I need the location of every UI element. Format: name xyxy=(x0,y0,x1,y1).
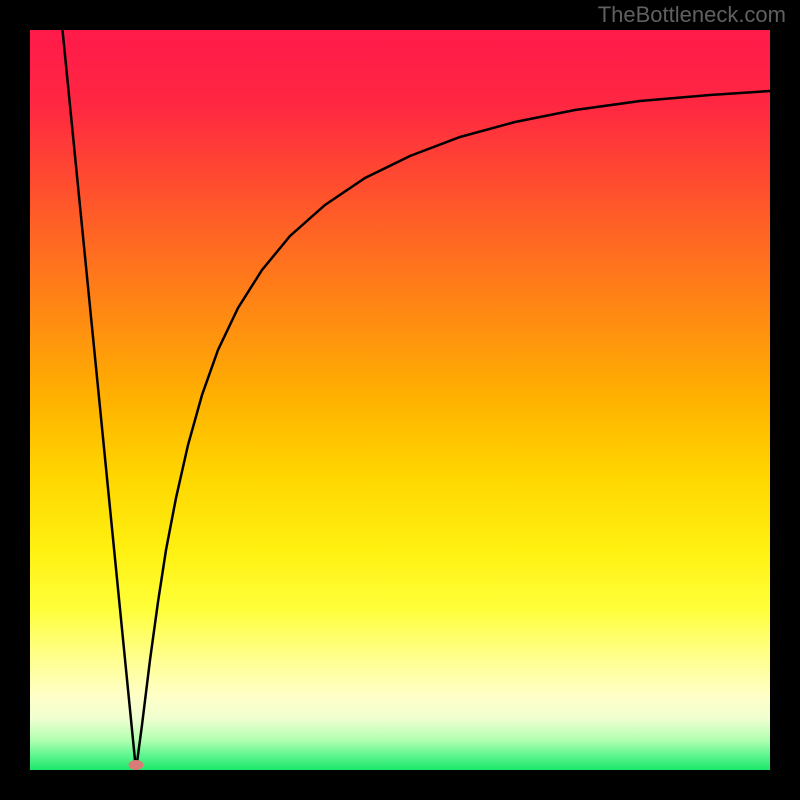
curve-overlay xyxy=(30,30,770,770)
plot-area xyxy=(30,30,770,770)
minimum-marker xyxy=(129,760,144,770)
left-branch-line xyxy=(62,30,136,770)
right-branch-curve xyxy=(136,91,770,770)
watermark-text: TheBottleneck.com xyxy=(598,2,786,28)
